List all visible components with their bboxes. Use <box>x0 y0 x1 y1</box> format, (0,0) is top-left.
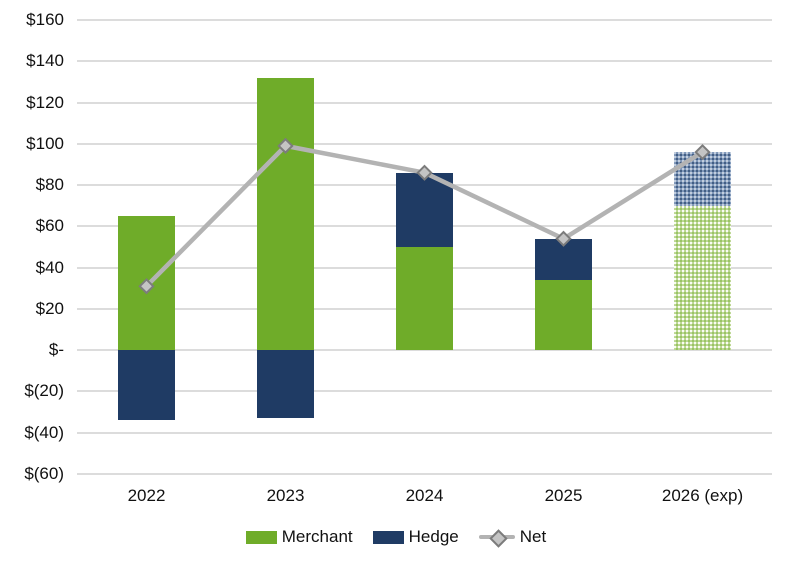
x-axis-label: 2024 <box>405 486 444 505</box>
legend-merchant-label: Merchant <box>281 527 353 546</box>
bar-segment-hedge <box>257 350 314 419</box>
bar-segment-merchant <box>674 205 731 351</box>
gridline <box>77 19 772 21</box>
gridline <box>77 349 772 352</box>
y-tick-label: $(20) <box>24 381 64 401</box>
merchant-swatch-icon <box>245 530 277 544</box>
legend-hedge-label: Hedge <box>408 527 459 546</box>
y-tick-label: $(60) <box>24 464 64 483</box>
gridline <box>77 431 772 434</box>
y-tick-label: $120 <box>26 92 64 112</box>
legend: Merchant Hedge Net <box>0 523 792 551</box>
x-axis-label: 2025 <box>544 486 583 505</box>
legend-item-merchant: Merchant <box>245 527 353 547</box>
net-line-marker-icon <box>478 529 515 548</box>
y-tick-label: $40 <box>35 257 64 277</box>
y-tick-label: $60 <box>35 216 64 236</box>
bar-segment-merchant <box>535 280 592 351</box>
bar-segment-merchant <box>257 77 314 351</box>
gridline <box>77 473 772 475</box>
y-tick-label: $80 <box>35 175 64 195</box>
net-diamond-marker-icon <box>416 164 433 181</box>
y-tick-label: $(40) <box>24 422 64 442</box>
net-line-series <box>138 137 711 295</box>
bar-segment-merchant <box>396 247 453 351</box>
y-tick-label: $160 <box>26 10 64 29</box>
legend-item-net: Net <box>478 527 547 548</box>
gridline <box>77 60 772 63</box>
legend-item-hedge: Hedge <box>372 527 459 547</box>
hedge-swatch-icon <box>372 530 404 544</box>
y-tick-label: $100 <box>26 133 64 153</box>
net-diamond-marker-icon <box>555 230 572 247</box>
x-axis-label: 2023 <box>266 486 305 505</box>
net-diamond-marker-icon <box>138 278 155 295</box>
x-axis-label: 2026 (exp) <box>661 486 744 505</box>
bar-segment-hedge <box>674 152 731 206</box>
gridline <box>77 142 772 145</box>
y-tick-label: $- <box>48 340 64 360</box>
x-axis-label: 2022 <box>127 486 166 505</box>
net-diamond-marker-icon <box>277 137 294 155</box>
bar-segment-hedge <box>118 350 175 421</box>
legend-net-label: Net <box>519 527 547 546</box>
bar-segment-hedge <box>396 172 453 247</box>
gridline <box>77 101 772 104</box>
y-tick-label: $20 <box>35 298 64 318</box>
gridline <box>77 390 772 393</box>
net-diamond-marker-icon <box>694 143 711 161</box>
y-tick-label: $140 <box>26 51 64 71</box>
